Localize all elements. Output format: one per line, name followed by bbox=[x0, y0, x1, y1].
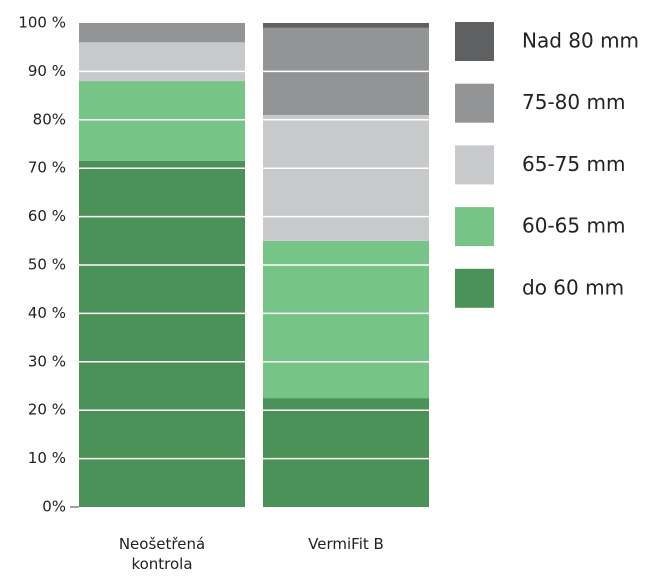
bar-segment bbox=[79, 42, 245, 82]
x-tick-label: VermiFit B bbox=[308, 535, 384, 553]
legend-swatch bbox=[455, 268, 494, 308]
bar-segment bbox=[79, 23, 245, 43]
legend-swatch bbox=[455, 207, 494, 247]
y-tick-label: 0% bbox=[42, 498, 66, 516]
bar-segment bbox=[263, 23, 429, 28]
y-tick-label: 50 % bbox=[28, 256, 66, 274]
x-tick-label: Neošetřená kontrola bbox=[118, 535, 206, 573]
legend-label: 60-65 mm bbox=[522, 214, 625, 238]
bar-segment bbox=[263, 398, 429, 507]
legend-swatch bbox=[455, 145, 494, 185]
y-tick-label: 20 % bbox=[28, 401, 66, 419]
bar-segment bbox=[79, 81, 245, 161]
legend-label: Nad 80 mm bbox=[522, 29, 639, 53]
y-tick-label: 90 % bbox=[28, 62, 66, 80]
legend-swatch bbox=[455, 83, 494, 123]
y-tick-label: 10 % bbox=[28, 449, 66, 467]
y-tick-label: 80% bbox=[33, 110, 66, 128]
bar-segment bbox=[79, 160, 245, 507]
bar-segment bbox=[263, 114, 429, 241]
y-tick-label: 70 % bbox=[28, 159, 66, 177]
y-tick-label: 100 % bbox=[18, 14, 66, 32]
y-tick-label: 60 % bbox=[28, 207, 66, 225]
y-tick-label: 30 % bbox=[28, 352, 66, 370]
legend-label: do 60 mm bbox=[522, 275, 624, 299]
y-tick-label: 40 % bbox=[28, 304, 66, 322]
bar-segment bbox=[263, 240, 429, 399]
legend-swatch bbox=[455, 22, 494, 61]
legend-label: 65-75 mm bbox=[522, 152, 625, 176]
legend-label: 75-80 mm bbox=[522, 90, 625, 114]
